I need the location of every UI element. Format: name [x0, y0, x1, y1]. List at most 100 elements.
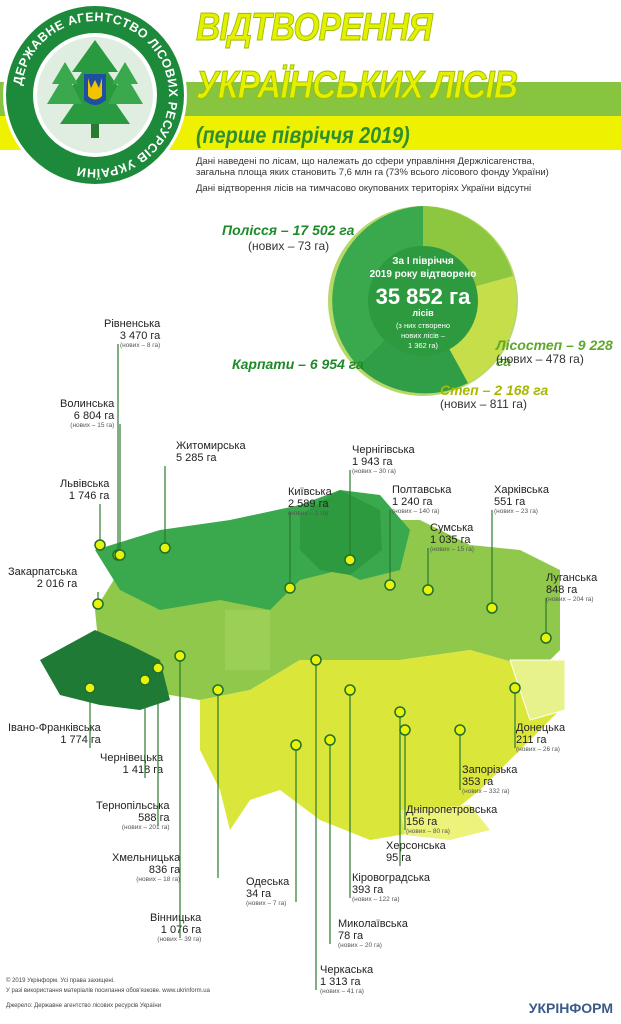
zone-step-label: Степ – 2 168 га — [440, 382, 549, 398]
region-label: Чернігівська 1 943 га (нових – 30 га) — [352, 444, 415, 476]
region-area: 353 га — [462, 776, 494, 788]
region-area: 95 га — [386, 852, 412, 864]
region-name: Чернівецька — [100, 752, 164, 764]
region-marker — [454, 724, 466, 736]
region-name: Дніпропетровська — [406, 804, 498, 816]
region-new-forests: (нових – 41 га) — [320, 988, 364, 995]
region-area: 2 016 га — [36, 578, 78, 590]
crimea-area — [400, 805, 490, 840]
region-name: Луганська — [546, 572, 598, 584]
title-line-2: УКРАЇНСЬКИХ ЛІСІВ — [196, 64, 519, 107]
region-area: 588 га — [138, 812, 170, 824]
region-area: 78 га — [338, 930, 364, 942]
region-name: Запорізька — [462, 764, 518, 776]
region-new-forests: (нових – 80 га) — [406, 828, 450, 835]
title-line-1: ВІДТВОРЕННЯ — [196, 6, 434, 49]
region-label: Полтавська 1 240 га (нових – 140 га) — [392, 484, 451, 516]
region-name: Полтавська — [392, 484, 452, 496]
zone-polissia-label: Полісся – 17 502 га — [222, 222, 355, 238]
region-new-forests: (нових – 1 га) — [288, 510, 329, 517]
region-marker — [344, 684, 356, 696]
zones-donut: За І півріччя 2019 року відтворено 35 85… — [328, 206, 518, 396]
region-marker — [174, 650, 186, 662]
region-area: 1 035 га — [430, 534, 471, 546]
region-area: 393 га — [352, 884, 384, 896]
region-area: 5 285 га — [176, 452, 217, 464]
zone-lisostep-label: Лісостеп – 9 228 га — [496, 337, 613, 369]
region-new-forests: (нових – 204 га) — [546, 596, 594, 603]
region-area: 836 га — [148, 864, 181, 876]
region-name: Вінницька — [150, 912, 202, 924]
region-area: 1 774 га — [60, 734, 101, 746]
region-area: 34 га — [246, 888, 272, 900]
ukrinform-logo: УКРІНФОРМ — [528, 1000, 613, 1016]
region-area: 551 га — [494, 496, 526, 508]
region-marker — [422, 584, 434, 596]
region-name: Львівська — [60, 478, 110, 490]
region-label: Харківська 551 га (нових – 23 га) — [494, 484, 549, 516]
region-new-forests: (нових – 15 га) — [70, 422, 115, 429]
region-area: 1 076 га — [160, 924, 202, 936]
region-label: Запорізька 353 га (нових – 332 га) — [462, 764, 517, 796]
step-area — [200, 650, 560, 840]
region-area: 1 313 га — [320, 976, 361, 988]
summary-total: 35 852 га — [376, 284, 472, 309]
region-area: 848 га — [546, 584, 578, 596]
region-name: Донецька — [516, 722, 566, 734]
region-marker — [94, 539, 106, 551]
ukraine-map — [40, 490, 566, 840]
region-name: Закарпатська — [8, 566, 78, 578]
region-new-forests: (нових – 30 га) — [352, 468, 396, 475]
region-name: Івано-Франківська — [8, 722, 101, 734]
region-name: Сумська — [430, 522, 474, 534]
region-label: Тернопільська 588 га (нових – 201 га) — [96, 800, 169, 832]
region-label: Донецька 211 га (нових – 26 га) — [516, 722, 565, 754]
zone-step-new: (нових – 811 га) — [440, 397, 527, 411]
region-area: 211 га — [516, 734, 547, 746]
region-marker — [139, 674, 151, 686]
region-marker — [384, 579, 396, 591]
region-name: Харківська — [494, 484, 549, 496]
region-label: Київська 2 589 га (нових – 1 га) — [288, 486, 332, 518]
subtitle: (перше півріччя 2019) — [196, 122, 410, 148]
region-marker — [152, 662, 164, 674]
note-line-3: Дані відтворення лісів на тимчасово окуп… — [196, 183, 532, 194]
region-marker — [324, 734, 336, 746]
region-marker — [92, 598, 104, 610]
region-label: Львівська 1 746 га — [60, 478, 109, 502]
region-marker — [159, 542, 171, 554]
region-label: Черкаська 1 313 га (нових – 41 га) — [320, 964, 373, 996]
region-marker — [394, 706, 406, 718]
zone-polissia-new: (нових – 73 га) — [248, 239, 330, 253]
region-new-forests: (нових – 20 га) — [338, 942, 382, 949]
summary-created-3: 1 362 га) — [408, 341, 439, 350]
region-name: Хмельницька — [112, 852, 181, 864]
region-new-forests: (нових – 122 га) — [352, 896, 400, 903]
region-area: 156 га — [406, 816, 438, 828]
region-label: Кіровоградська 393 га (нових – 122 га) — [352, 872, 430, 904]
region-label: Миколаївська 78 га (нових – 20 га) — [338, 918, 408, 950]
region-label: Житомирська 5 285 га — [176, 440, 246, 464]
zone-lisostep-new: (нових – 478 га) — [496, 352, 584, 366]
footer-source: Джерело: Державне агентство лісових ресу… — [6, 1003, 162, 1009]
region-label: Рівненська 3 470 га (нових – 8 га) — [104, 318, 160, 350]
region-label: Луганська 848 га (нових – 204 га) — [546, 572, 597, 604]
region-marker — [344, 554, 356, 566]
summary-line2: 2019 року відтворено — [370, 269, 477, 280]
region-new-forests: (нових – 7 га) — [246, 900, 287, 907]
karpaty-area — [40, 630, 170, 710]
region-area: 1 943 га — [352, 456, 393, 468]
region-name: Тернопільська — [96, 800, 170, 812]
region-label: Дніпропетровська 156 га (нових – 80 га) — [406, 804, 497, 836]
region-name: Чернігівська — [352, 444, 415, 456]
region-marker — [486, 602, 498, 614]
region-new-forests: (нових – 8 га) — [119, 342, 161, 349]
region-name: Київська — [288, 486, 332, 498]
region-label: Хмельницька 836 га (нових – 18 га) — [112, 852, 180, 884]
region-label: Закарпатська 2 016 га — [8, 566, 77, 590]
summary-line1: За І півріччя — [392, 256, 454, 267]
note-line-1: Дані наведені по лісам, що належать до с… — [196, 156, 535, 167]
note-line-2: загальна площа яких становить 7,6 млн га… — [196, 167, 549, 178]
region-marker — [540, 632, 552, 644]
summary-created-1: (з них створено — [396, 321, 450, 330]
